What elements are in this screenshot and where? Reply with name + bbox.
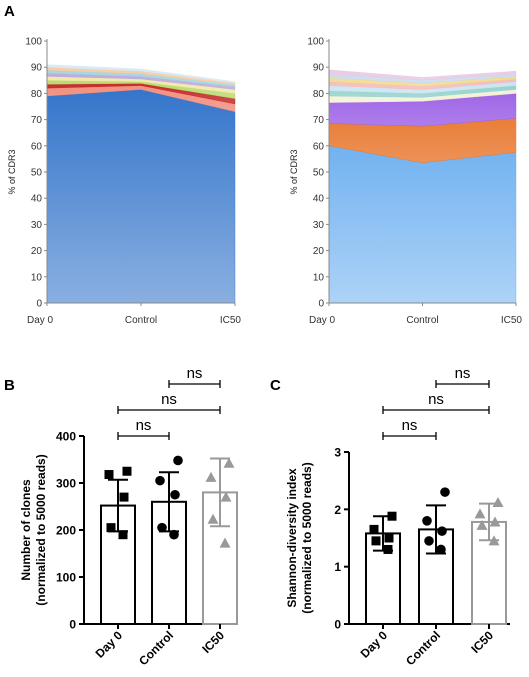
- significance-label: ns: [161, 391, 177, 408]
- y-tick-label: 60: [313, 141, 325, 152]
- significance-label: ns: [402, 417, 418, 434]
- data-point-square: [106, 523, 116, 533]
- data-point-triangle: [223, 457, 235, 468]
- y-tick-label: 0: [334, 618, 341, 632]
- y-axis-label-line: Number of clones: [19, 479, 33, 581]
- data-point-circle: [155, 475, 165, 486]
- data-point-square: [369, 524, 379, 534]
- y-tick-label: 30: [31, 220, 43, 231]
- area-chart-a-left: 0 10 20 30 40 50 60 70 80 90 100 Day 0 Control IC50 % …: [7, 37, 241, 327]
- y-tick-label: 40: [31, 194, 43, 205]
- data-point-triangle: [476, 519, 488, 530]
- y-tick-label: 50: [31, 168, 43, 179]
- data-point-circle: [424, 536, 434, 546]
- y-tick-label: 0: [69, 618, 76, 632]
- y-axis-label: % of CDR3: [289, 149, 299, 194]
- significance-label: ns: [187, 365, 203, 382]
- significance-label: ns: [428, 391, 444, 408]
- panel-label-b: B: [4, 377, 15, 394]
- y-tick-label: 1: [334, 560, 341, 574]
- x-tick-label: Day 0: [309, 315, 336, 326]
- data-point-square: [371, 536, 381, 546]
- data-point-circle: [157, 522, 167, 533]
- data-point-square: [383, 544, 393, 554]
- data-point-square: [387, 511, 397, 521]
- y-tick-label: 80: [313, 89, 325, 100]
- data-point-triangle: [220, 491, 232, 502]
- y-tick-label: 200: [56, 524, 76, 538]
- y-axis-label-line: Shannon-diversity index: [285, 468, 299, 608]
- y-tick-label: 40: [313, 194, 325, 205]
- data-point-square: [118, 530, 128, 540]
- y-tick-label: 90: [313, 63, 325, 74]
- data-point-triangle: [488, 535, 500, 546]
- area-series: [328, 145, 517, 304]
- y-axis-label-line: (normalized to 5000 reads): [300, 462, 314, 613]
- data-point-square: [122, 466, 132, 476]
- data-point-triangle: [207, 513, 219, 524]
- y-axis-label: % of CDR3: [7, 149, 17, 194]
- y-tick-label: 3: [334, 446, 341, 460]
- y-tick-label: 10: [31, 272, 43, 283]
- x-tick-label: IC50: [501, 315, 523, 326]
- data-point-circle: [436, 544, 446, 555]
- data-point-triangle: [219, 537, 231, 548]
- y-tick-label: 20: [313, 246, 325, 257]
- data-point-circle: [173, 455, 183, 466]
- y-tick-label: 70: [313, 115, 325, 126]
- area-series: [46, 89, 236, 304]
- x-tick-label: Control: [136, 628, 176, 668]
- data-point-square: [384, 533, 394, 543]
- y-tick-label: 100: [56, 571, 76, 585]
- significance-label: ns: [136, 417, 152, 434]
- y-axis-label: Number of clones(normalized to 5000 read…: [19, 454, 48, 605]
- y-tick-label: 30: [313, 220, 325, 231]
- data-point-circle: [422, 516, 432, 526]
- y-tick-label: 60: [31, 141, 43, 152]
- bar: [365, 532, 401, 625]
- y-tick-label: 300: [56, 477, 76, 491]
- x-tick-label: Day 0: [27, 315, 54, 326]
- y-tick-label: 20: [31, 246, 43, 257]
- y-tick-label: 90: [31, 63, 43, 74]
- y-tick-label: 0: [36, 299, 42, 310]
- data-point-circle: [170, 489, 180, 500]
- x-tick-label: IC50: [468, 628, 496, 656]
- significance-label: ns: [455, 365, 471, 382]
- x-tick-label: Day 0: [93, 628, 126, 661]
- x-tick-label: Control: [125, 315, 157, 326]
- y-tick-label: 100: [307, 37, 324, 48]
- data-point-triangle: [205, 471, 217, 482]
- y-tick-label: 2: [334, 503, 341, 517]
- x-tick-label: Control: [403, 628, 443, 668]
- data-point-triangle: [492, 496, 504, 507]
- panel-label-a: A: [4, 3, 15, 20]
- y-tick-label: 0: [318, 299, 324, 310]
- data-point-triangle: [474, 508, 486, 519]
- y-axis-label: Shannon-diversity index(normalized to 50…: [285, 462, 314, 613]
- y-tick-label: 80: [31, 89, 43, 100]
- y-tick-label: 10: [313, 272, 325, 283]
- panel-label-c: C: [270, 377, 281, 394]
- y-tick-label: 100: [25, 37, 42, 48]
- data-point-square: [104, 470, 114, 480]
- data-point-triangle: [489, 516, 501, 527]
- y-tick-label: 400: [56, 430, 76, 444]
- y-tick-label: 50: [313, 168, 325, 179]
- data-point-circle: [169, 529, 179, 540]
- y-axis-label-line: (normalized to 5000 reads): [34, 454, 48, 605]
- x-tick-label: IC50: [220, 315, 242, 326]
- data-point-circle: [440, 487, 450, 497]
- area-chart-a-right: 0 10 20 30 40 50 60 70 80 90 100 Day 0 Control IC50 % …: [289, 37, 522, 327]
- data-point-circle: [437, 526, 447, 536]
- x-tick-label: Day 0: [358, 628, 391, 661]
- y-tick-label: 70: [31, 115, 43, 126]
- data-point-square: [119, 492, 129, 502]
- x-tick-label: Control: [406, 315, 438, 326]
- x-tick-label: IC50: [199, 628, 227, 656]
